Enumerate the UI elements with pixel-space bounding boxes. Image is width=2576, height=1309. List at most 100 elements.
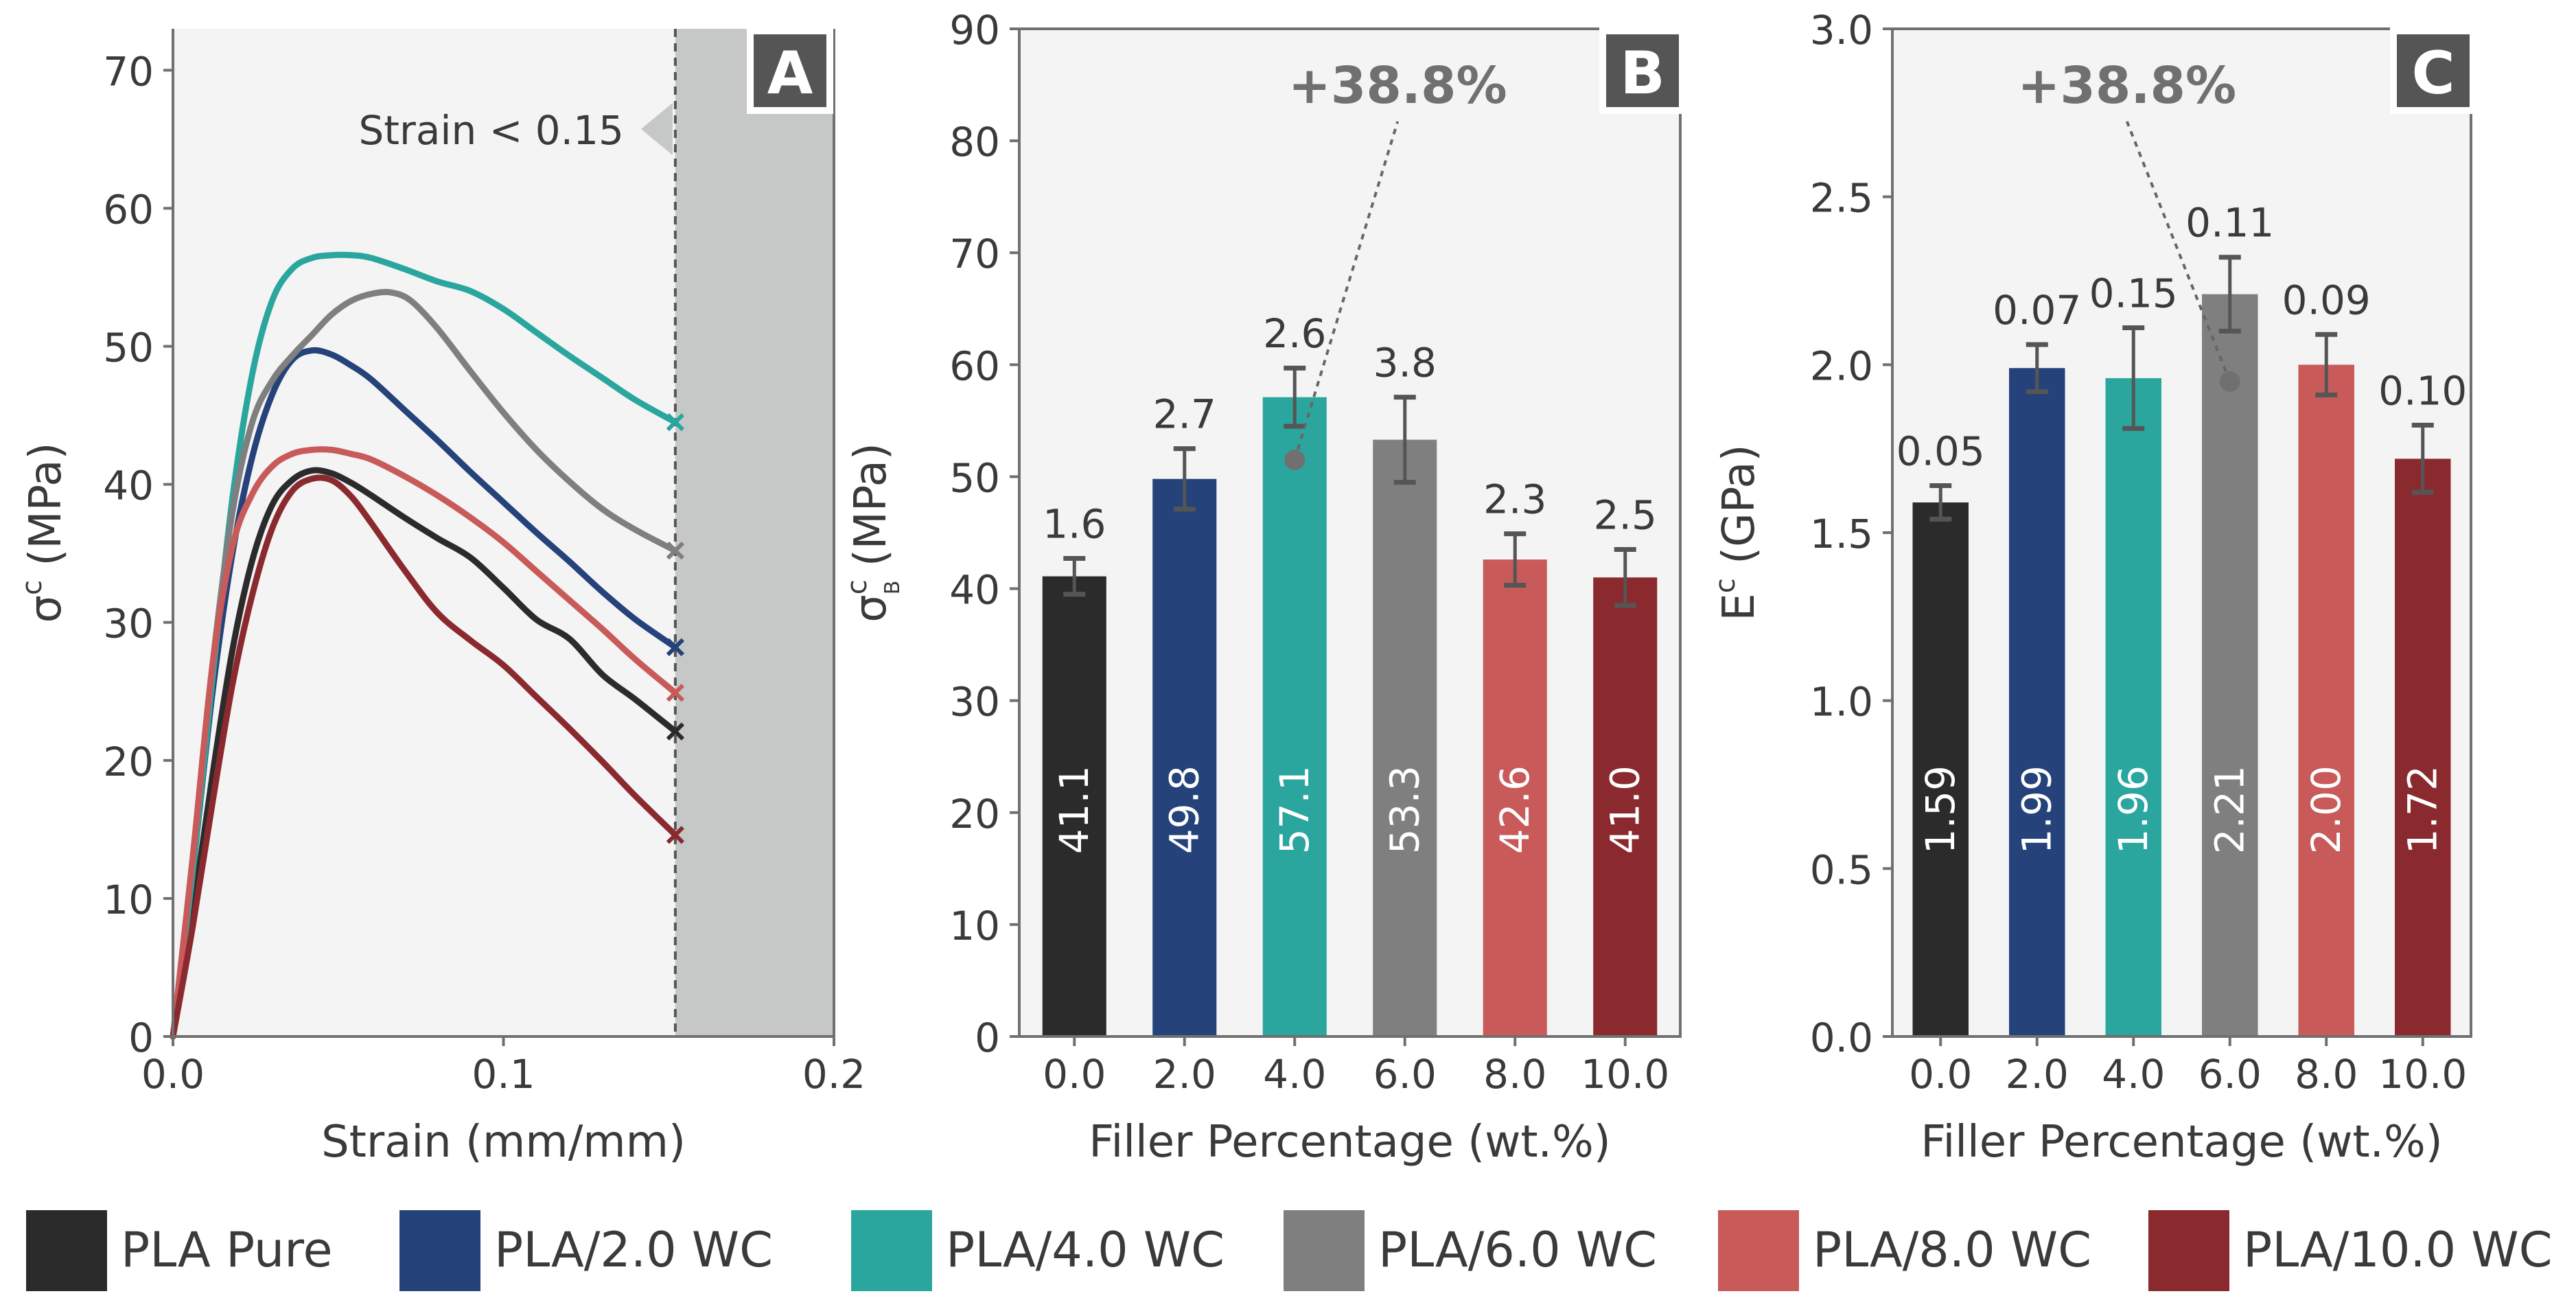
legend-label: PLA/10.0 WC — [2243, 1222, 2553, 1278]
y-tick-label: 1.0 — [1810, 679, 1873, 726]
error-value-label: 2.6 — [1263, 310, 1326, 357]
panel-c-background — [1892, 29, 2471, 1036]
series-line — [170, 446, 679, 1040]
legend-swatch — [1284, 1210, 1365, 1291]
x-tick-label: 4.0 — [2102, 1051, 2165, 1098]
bar-value-label: 41.0 — [1602, 765, 1649, 854]
panel-a-cutoff-pointer — [640, 103, 673, 155]
legend-item: PLA/10.0 WC — [2148, 1210, 2553, 1291]
y-tick-label: 3.0 — [1810, 7, 1873, 54]
y-tick-label: 60 — [949, 343, 1000, 389]
bar — [1593, 577, 1658, 1036]
annotation-marker — [1284, 449, 1306, 470]
bar — [2395, 459, 2451, 1036]
series-end-marker — [666, 413, 685, 432]
bar — [2298, 364, 2354, 1036]
error-value-label: 2.7 — [1153, 391, 1216, 438]
y-tick-label: 0 — [128, 1015, 154, 1061]
bar-value-label: 2.00 — [2303, 765, 2349, 854]
bar-value-label: 57.1 — [1271, 765, 1318, 854]
y-tick-label: 30 — [103, 601, 154, 647]
y-tick-label: 20 — [103, 739, 154, 785]
x-tick-label: 0.0 — [141, 1051, 205, 1098]
y-tick-label: 0.5 — [1810, 846, 1873, 893]
bar — [1483, 559, 1547, 1036]
panel-a-cutoff-label: Strain < 0.15 — [358, 107, 623, 154]
panel-c-badge-box — [2397, 34, 2470, 107]
x-axis-label: Filler Percentage (wt.%) — [1089, 1117, 1610, 1168]
error-value-label: 3.8 — [1373, 340, 1437, 386]
y-tick-label: 40 — [949, 567, 1000, 614]
y-tick-label: 90 — [949, 7, 1000, 54]
y-tick-label: 0.0 — [1810, 1015, 1873, 1061]
series-end-marker — [666, 722, 685, 741]
legend-swatch — [851, 1210, 932, 1291]
error-value-label: 0.05 — [1896, 428, 1985, 474]
x-tick-label: 6.0 — [1373, 1051, 1437, 1098]
y-axis-label-part: (MPa) — [846, 443, 896, 580]
y-tick-label: 80 — [949, 119, 1000, 165]
legend-item: PLA/6.0 WC — [1284, 1210, 1657, 1291]
series-line — [170, 474, 679, 1040]
x-tick-label: 6.0 — [2198, 1051, 2262, 1098]
legend-item: PLA Pure — [26, 1210, 333, 1291]
y-axis-label-part: c — [842, 579, 873, 594]
bar — [2009, 368, 2065, 1036]
y-tick-label: 70 — [949, 231, 1000, 277]
error-value-label: 2.3 — [1483, 476, 1546, 523]
bar-value-label: 2.21 — [2207, 765, 2253, 854]
legend-item: PLA/8.0 WC — [1718, 1210, 2091, 1291]
y-tick-label: 60 — [103, 186, 154, 233]
legend-swatch — [26, 1210, 107, 1291]
error-value-label: 0.07 — [1993, 287, 2081, 334]
error-value-label: 0.09 — [2282, 277, 2371, 323]
bar-value-label: 53.3 — [1382, 765, 1428, 854]
bar-value-label: 42.6 — [1492, 765, 1538, 854]
y-tick-label: 10 — [949, 903, 1000, 949]
bar — [1042, 576, 1106, 1036]
series-line — [170, 467, 679, 1040]
y-tick-label: 30 — [949, 679, 1000, 726]
y-axis-label: Ec (GPa) — [1710, 444, 1765, 621]
legend-item: PLA/2.0 WC — [399, 1210, 773, 1291]
x-tick-label: 4.0 — [1263, 1051, 1326, 1098]
x-tick-label: 2.0 — [2006, 1051, 2069, 1098]
bar — [1912, 502, 1969, 1036]
series-end-marker — [666, 684, 685, 702]
bar-value-label: 49.8 — [1161, 765, 1208, 854]
series-end-marker — [666, 542, 685, 560]
x-tick-label: 0.0 — [1043, 1051, 1106, 1098]
y-axis-label: σc B (MPa) — [842, 443, 905, 623]
panel-b-background — [1019, 29, 1680, 1036]
x-axis-label: Filler Percentage (wt.%) — [1921, 1117, 2442, 1168]
bar-value-label: 1.59 — [1917, 765, 1964, 854]
y-axis-label: σc (MPa) — [16, 443, 71, 623]
panel-a-badge-box — [754, 34, 826, 107]
error-value-label: 0.11 — [2185, 200, 2274, 246]
panel-a-shaded-region — [675, 29, 834, 1036]
y-tick-label: 2.0 — [1810, 343, 1873, 389]
error-value-label: 2.5 — [1594, 491, 1657, 538]
annotation-leader-line — [1293, 121, 1400, 461]
legend-label: PLA/4.0 WC — [946, 1222, 1225, 1278]
bar — [2105, 378, 2161, 1036]
y-tick-label: 2.5 — [1810, 175, 1873, 222]
bar-value-label: 1.99 — [2014, 765, 2061, 854]
x-tick-label: 10.0 — [1581, 1051, 1669, 1098]
legend-label: PLA Pure — [121, 1222, 333, 1278]
bar-value-label: 1.72 — [2400, 765, 2446, 854]
panel-c-badge-letter: C — [2411, 39, 2455, 108]
series-end-marker — [666, 826, 685, 844]
series-end-marker — [666, 638, 685, 657]
y-axis-label-part: c — [16, 580, 48, 595]
annotation-marker — [2219, 371, 2240, 392]
legend-label: PLA/2.0 WC — [494, 1222, 773, 1278]
legend-swatch — [1718, 1210, 1799, 1291]
error-value-label: 0.10 — [2378, 367, 2467, 414]
bar — [1262, 397, 1327, 1036]
annotation-label: +38.8% — [2017, 56, 2236, 115]
error-value-label: 1.6 — [1043, 501, 1106, 548]
y-axis-label-part: B — [881, 581, 905, 595]
panel-b-badge-box — [1606, 34, 1679, 107]
bar-value-label: 1.96 — [2110, 765, 2157, 854]
